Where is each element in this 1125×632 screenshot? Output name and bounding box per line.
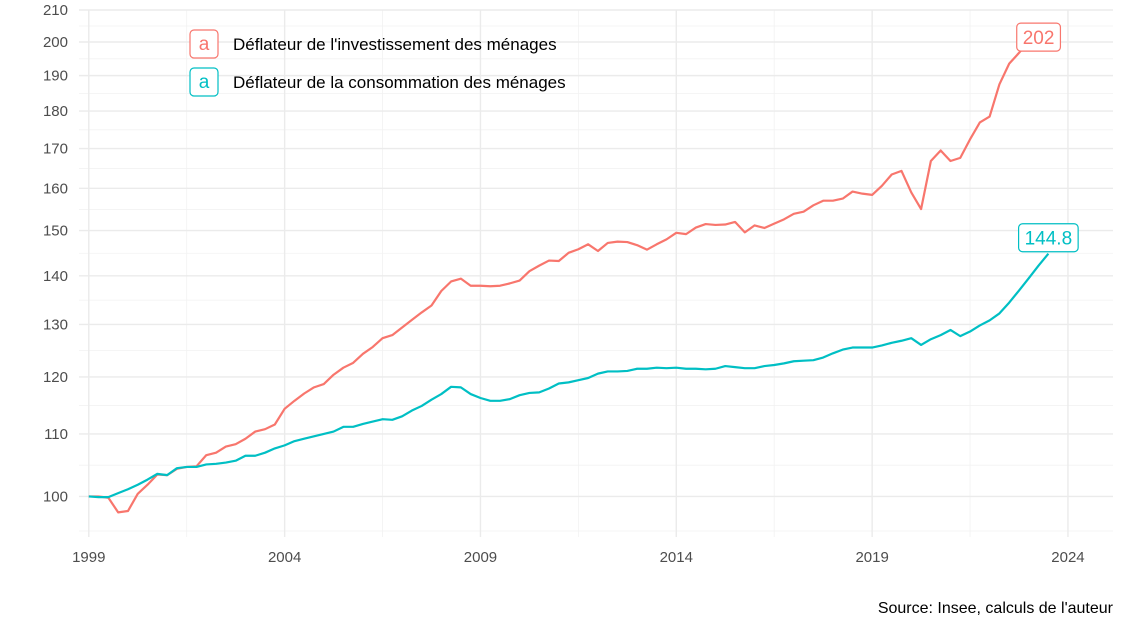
end-label-text: 202 bbox=[1023, 28, 1055, 49]
end-label-box bbox=[1016, 22, 1062, 52]
x-axis-ticks: 1999 2004 2009 2014 2019 2024 bbox=[72, 549, 1085, 566]
y-tick-label: 200 bbox=[43, 34, 68, 51]
y-tick-label: 150 bbox=[43, 223, 68, 240]
source-note: Source: Insee, calculs de l'auteur bbox=[877, 600, 1113, 617]
end-label-2: 144.8 bbox=[1018, 223, 1079, 253]
end-label-1: 202 bbox=[1016, 22, 1062, 52]
legend-key bbox=[189, 67, 219, 97]
legend-key bbox=[189, 29, 219, 59]
y-tick-label: 170 bbox=[43, 141, 68, 158]
y-tick-label: 210 bbox=[43, 2, 68, 19]
legend-label: Déflateur de l'investissement des ménage… bbox=[233, 35, 557, 54]
y-tick-label: 100 bbox=[43, 488, 68, 505]
series-lines bbox=[88, 36, 1050, 514]
x-tick-label: 2009 bbox=[464, 549, 497, 566]
x-tick-label: 2024 bbox=[1051, 549, 1084, 566]
x-tick-label: 2014 bbox=[660, 549, 693, 566]
y-tick-label: 190 bbox=[43, 68, 68, 85]
legend-key-glyph: a bbox=[199, 34, 210, 55]
minor-gridlines bbox=[79, 10, 1113, 537]
y-axis-ticks: 100 110 120 130 140 150 160 170 180 190 200 210 bbox=[43, 2, 68, 505]
y-tick-label: 130 bbox=[43, 316, 68, 333]
series-line-1 bbox=[88, 36, 1039, 514]
y-tick-label: 180 bbox=[43, 103, 68, 120]
legend-item-2: a Déflateur de la consommation des ménage… bbox=[189, 67, 566, 97]
end-label-text: 144.8 bbox=[1025, 229, 1073, 250]
legend-key-glyph: a bbox=[199, 72, 210, 93]
legend: a Déflateur de l'investissement des ménag… bbox=[189, 29, 566, 97]
end-label-box bbox=[1018, 223, 1079, 253]
end-labels: 202 144.8 bbox=[1016, 22, 1079, 253]
y-tick-label: 160 bbox=[43, 180, 68, 197]
y-tick-label: 110 bbox=[44, 426, 68, 443]
legend-item-1: a Déflateur de l'investissement des ménag… bbox=[189, 29, 557, 59]
series-line-2 bbox=[88, 253, 1050, 499]
x-tick-label: 1999 bbox=[72, 549, 105, 566]
y-tick-label: 120 bbox=[43, 369, 68, 386]
y-tick-label: 140 bbox=[43, 268, 68, 285]
legend-label: Déflateur de la consommation des ménages bbox=[233, 73, 566, 92]
x-tick-label: 2019 bbox=[855, 549, 888, 566]
x-tick-label: 2004 bbox=[268, 549, 301, 566]
